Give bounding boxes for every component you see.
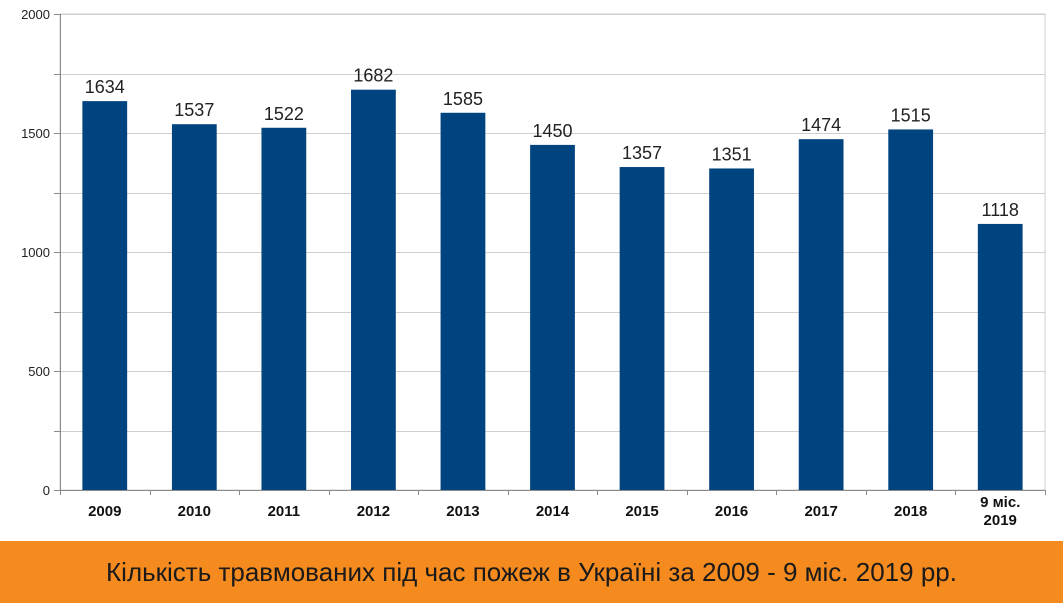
bar [351, 89, 396, 491]
bar [440, 112, 486, 491]
x-tick-label: 2012 [357, 503, 390, 520]
x-tick-label: 2010 [178, 503, 211, 520]
bar-chart: 0 500 1000 1500 2000 1634 2009 1537 2010 1522 2011… [21, 7, 1046, 529]
bar [709, 168, 754, 490]
y-tick-label: 500 [28, 364, 50, 379]
bar [888, 129, 934, 490]
data-label: 1585 [443, 89, 483, 109]
x-tick-label: 2011 [268, 503, 301, 520]
y-tick-label: 1500 [21, 126, 50, 141]
chart-caption: Кількість травмованих під час пожеж в Ук… [106, 556, 957, 587]
x-tick-label: 2018 [894, 503, 927, 520]
y-tick-label: 1000 [21, 245, 50, 260]
y-tick-label: 0 [43, 483, 50, 498]
y-tick-label: 2000 [21, 7, 50, 22]
x-tick-label: 2013 [446, 503, 479, 520]
x-tick-label: 2016 [715, 503, 748, 520]
bar [261, 127, 307, 490]
bar [530, 144, 575, 490]
bar [619, 167, 665, 490]
data-label: 1537 [174, 100, 214, 120]
x-tick-label: 2014 [536, 503, 570, 520]
bar [82, 101, 128, 490]
x-tick-label: 2017 [804, 503, 837, 520]
chart-area: 0 500 1000 1500 2000 1634 2009 1537 2010 1522 2011… [21, 7, 1046, 529]
data-label: 1351 [712, 144, 752, 164]
data-label: 1474 [801, 115, 841, 135]
data-label: 1515 [891, 105, 931, 125]
bar [171, 124, 217, 490]
data-label: 1682 [353, 66, 393, 86]
data-label: 1357 [622, 143, 662, 163]
data-label: 1634 [85, 77, 125, 97]
x-tick-label: 9 міс. [980, 494, 1020, 511]
bar [798, 139, 844, 491]
bar [977, 223, 1023, 490]
data-label: 1118 [982, 200, 1019, 220]
x-tick-label: 2019 [984, 512, 1017, 529]
caption-bar: Кількість травмованих під час пожеж в Ук… [0, 541, 1063, 603]
data-label: 1522 [264, 104, 304, 124]
x-tick-label: 2015 [625, 503, 658, 520]
data-label: 1450 [532, 121, 572, 141]
x-tick-label: 2009 [88, 503, 121, 520]
